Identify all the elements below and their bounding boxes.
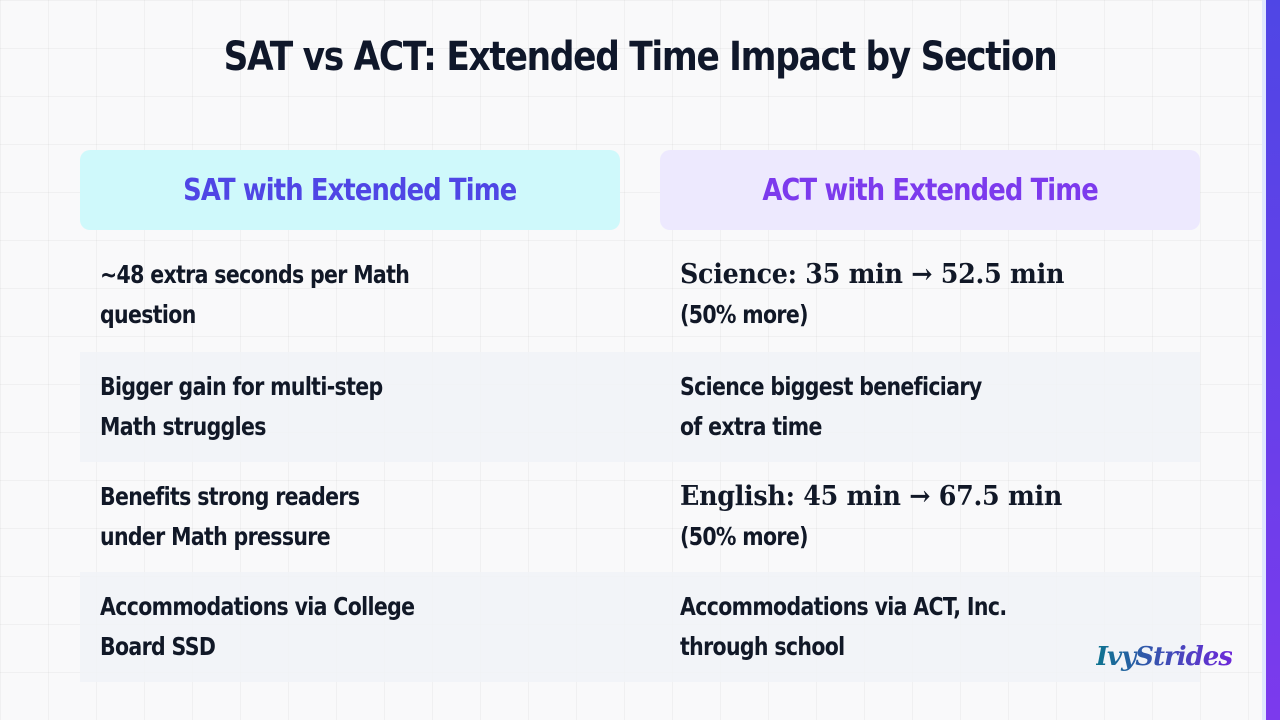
table-row: Benefits strong readers under Math press…	[80, 462, 1200, 572]
accent-bar	[1262, 0, 1280, 720]
table-row: Bigger gain for multi-step Math struggle…	[80, 352, 1200, 462]
act-column-header-label: ACT with Extended Time	[762, 172, 1098, 208]
sat-cell-text: Accommodations via College Board SSD	[100, 592, 415, 661]
act-cell-note: (50% more)	[680, 522, 808, 551]
sat-column-header-label: SAT with Extended Time	[183, 172, 517, 208]
act-cell: English: 45 min → 67.5 min (50% more)	[680, 462, 1180, 572]
act-cell: Science biggest beneficiary of extra tim…	[680, 352, 1180, 462]
act-cell-note: (50% more)	[680, 300, 808, 329]
sat-cell-text: Benefits strong readers under Math press…	[100, 482, 360, 551]
act-cell-time: English: 45 min → 67.5 min	[680, 481, 1063, 512]
table-row: Accommodations via College Board SSD Acc…	[80, 572, 1200, 682]
act-cell-time: Science: 35 min → 52.5 min	[680, 259, 1065, 290]
act-cell: Science: 35 min → 52.5 min (50% more)	[680, 240, 1180, 350]
sat-column-header: SAT with Extended Time	[80, 150, 620, 230]
ivystrides-logo: IvyStrides	[1095, 642, 1233, 672]
act-cell-text: Accommodations via ACT, Inc. through sch…	[680, 592, 1007, 661]
table-row: ~48 extra seconds per Math question Scie…	[80, 240, 1200, 350]
sat-cell-text: ~48 extra seconds per Math question	[100, 260, 410, 329]
act-column-header: ACT with Extended Time	[660, 150, 1200, 230]
sat-cell-text: Bigger gain for multi-step Math struggle…	[100, 372, 383, 441]
sat-cell: Bigger gain for multi-step Math struggle…	[100, 352, 540, 462]
act-cell-text: Science biggest beneficiary of extra tim…	[680, 372, 982, 441]
page-title: SAT vs ACT: Extended Time Impact by Sect…	[223, 34, 1058, 80]
sat-cell: Benefits strong readers under Math press…	[100, 462, 540, 572]
act-cell: Accommodations via ACT, Inc. through sch…	[680, 572, 1180, 682]
sat-cell: Accommodations via College Board SSD	[100, 572, 540, 682]
sat-cell: ~48 extra seconds per Math question	[100, 240, 540, 350]
